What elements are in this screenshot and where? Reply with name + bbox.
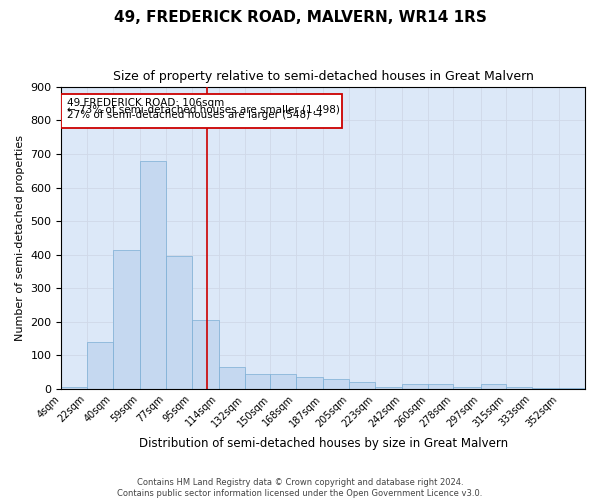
Bar: [428, 384, 454, 389]
Bar: [402, 384, 428, 389]
Bar: [375, 387, 402, 389]
Bar: [532, 388, 559, 389]
Bar: [61, 387, 87, 389]
Bar: [506, 387, 532, 389]
Bar: [191, 320, 219, 389]
Text: 49, FREDERICK ROAD, MALVERN, WR14 1RS: 49, FREDERICK ROAD, MALVERN, WR14 1RS: [113, 10, 487, 25]
Bar: [481, 384, 506, 389]
Text: 49 FREDERICK ROAD: 106sqm: 49 FREDERICK ROAD: 106sqm: [67, 98, 224, 108]
Text: 27% of semi-detached houses are larger (548) →: 27% of semi-detached houses are larger (…: [67, 110, 322, 120]
Y-axis label: Number of semi-detached properties: Number of semi-detached properties: [15, 135, 25, 341]
Bar: [113, 250, 140, 389]
Text: Contains HM Land Registry data © Crown copyright and database right 2024.
Contai: Contains HM Land Registry data © Crown c…: [118, 478, 482, 498]
Bar: [559, 388, 585, 389]
X-axis label: Distribution of semi-detached houses by size in Great Malvern: Distribution of semi-detached houses by …: [139, 437, 508, 450]
Title: Size of property relative to semi-detached houses in Great Malvern: Size of property relative to semi-detach…: [113, 70, 533, 83]
Bar: [219, 367, 245, 389]
Bar: [454, 387, 481, 389]
Bar: [245, 374, 270, 389]
Bar: [166, 256, 191, 389]
Text: ← 73% of semi-detached houses are smaller (1,498): ← 73% of semi-detached houses are smalle…: [67, 104, 340, 115]
Bar: [87, 342, 113, 389]
Bar: [349, 382, 375, 389]
Bar: [270, 374, 296, 389]
Bar: [61, 94, 342, 128]
Bar: [296, 377, 323, 389]
Bar: [323, 379, 349, 389]
Bar: [140, 161, 166, 389]
